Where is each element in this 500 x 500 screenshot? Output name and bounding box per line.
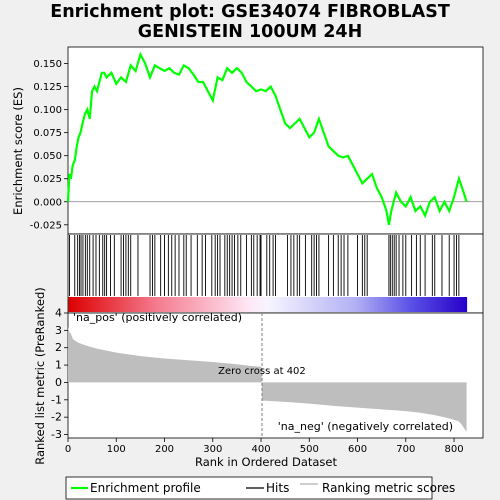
es-ytick-label: 0.025 (33, 174, 62, 185)
es-axis-label: Enrichment score (ES) (11, 87, 25, 215)
es-ytick-label: 0.125 (33, 82, 62, 93)
enrichment-panel: -0.025 0.000 0.025 0.050 0.075 0.100 0.125 0.15… (11, 46, 484, 235)
es-ytick-label: 0.100 (33, 105, 62, 116)
xtick-label: 500 (300, 444, 319, 455)
hits-panel (67, 233, 484, 314)
x-axis-label: Rank in Ordered Dataset (195, 455, 338, 469)
legend-hits-label: Hits (266, 481, 289, 495)
chart-title: Enrichment plot: GSE34074 FIBROBLAST GEN… (0, 2, 500, 42)
ranking-metric-area (68, 326, 467, 432)
rank-ytick-label: 3 (55, 324, 62, 337)
legend-ranking-label: Ranking metric scores (322, 481, 455, 495)
xtick-label: 0 (65, 444, 71, 455)
es-ytick-label: 0.050 (33, 151, 62, 162)
positive-label: 'na_pos' (positively correlated) (73, 311, 242, 324)
xtick-label: 100 (107, 444, 126, 455)
rank-ytick-label: -1 (51, 393, 62, 406)
title-line-2: GENISTEIN 100UM 24H (137, 22, 363, 42)
rank-ytick-label: -2 (51, 411, 62, 424)
rank-ytick-label: -3 (51, 428, 62, 441)
xtick-label: 800 (444, 444, 463, 455)
legend-enrichment-label: Enrichment profile (90, 481, 201, 495)
es-ytick-label: -0.025 (30, 220, 62, 231)
zero-cross-label: Zero cross at 402 (218, 366, 306, 377)
legend: Enrichment profile Hits Ranking metric s… (65, 476, 455, 500)
ranking-panel: Zero cross at 402 'na_pos' (positively c… (33, 287, 484, 469)
rank-ytick-label: 0 (55, 376, 62, 389)
title-line-1: Enrichment plot: GSE34074 FIBROBLAST (50, 2, 450, 22)
xtick-label: 400 (251, 444, 270, 455)
es-ytick-label: 0.000 (33, 197, 62, 208)
rank-ytick-label: 4 (55, 307, 62, 320)
rank-ytick-label: 1 (55, 359, 62, 372)
xtick-label: 600 (348, 444, 367, 455)
enrichment-profile-line (66, 51, 468, 225)
ranking-axis-label: Ranked list metric (PreRanked) (33, 287, 47, 465)
xtick-label: 300 (203, 444, 222, 455)
es-ytick-label: 0.150 (33, 59, 62, 70)
xtick-label: 700 (396, 444, 415, 455)
xtick-label: 200 (155, 444, 174, 455)
ranked-list-color-bar (68, 297, 468, 312)
negative-label: 'na_neg' (negatively correlated) (278, 420, 453, 433)
enrichment-plot-area (67, 46, 484, 235)
rank-ytick-label: 2 (55, 341, 62, 354)
es-ytick-label: 0.075 (33, 128, 62, 139)
